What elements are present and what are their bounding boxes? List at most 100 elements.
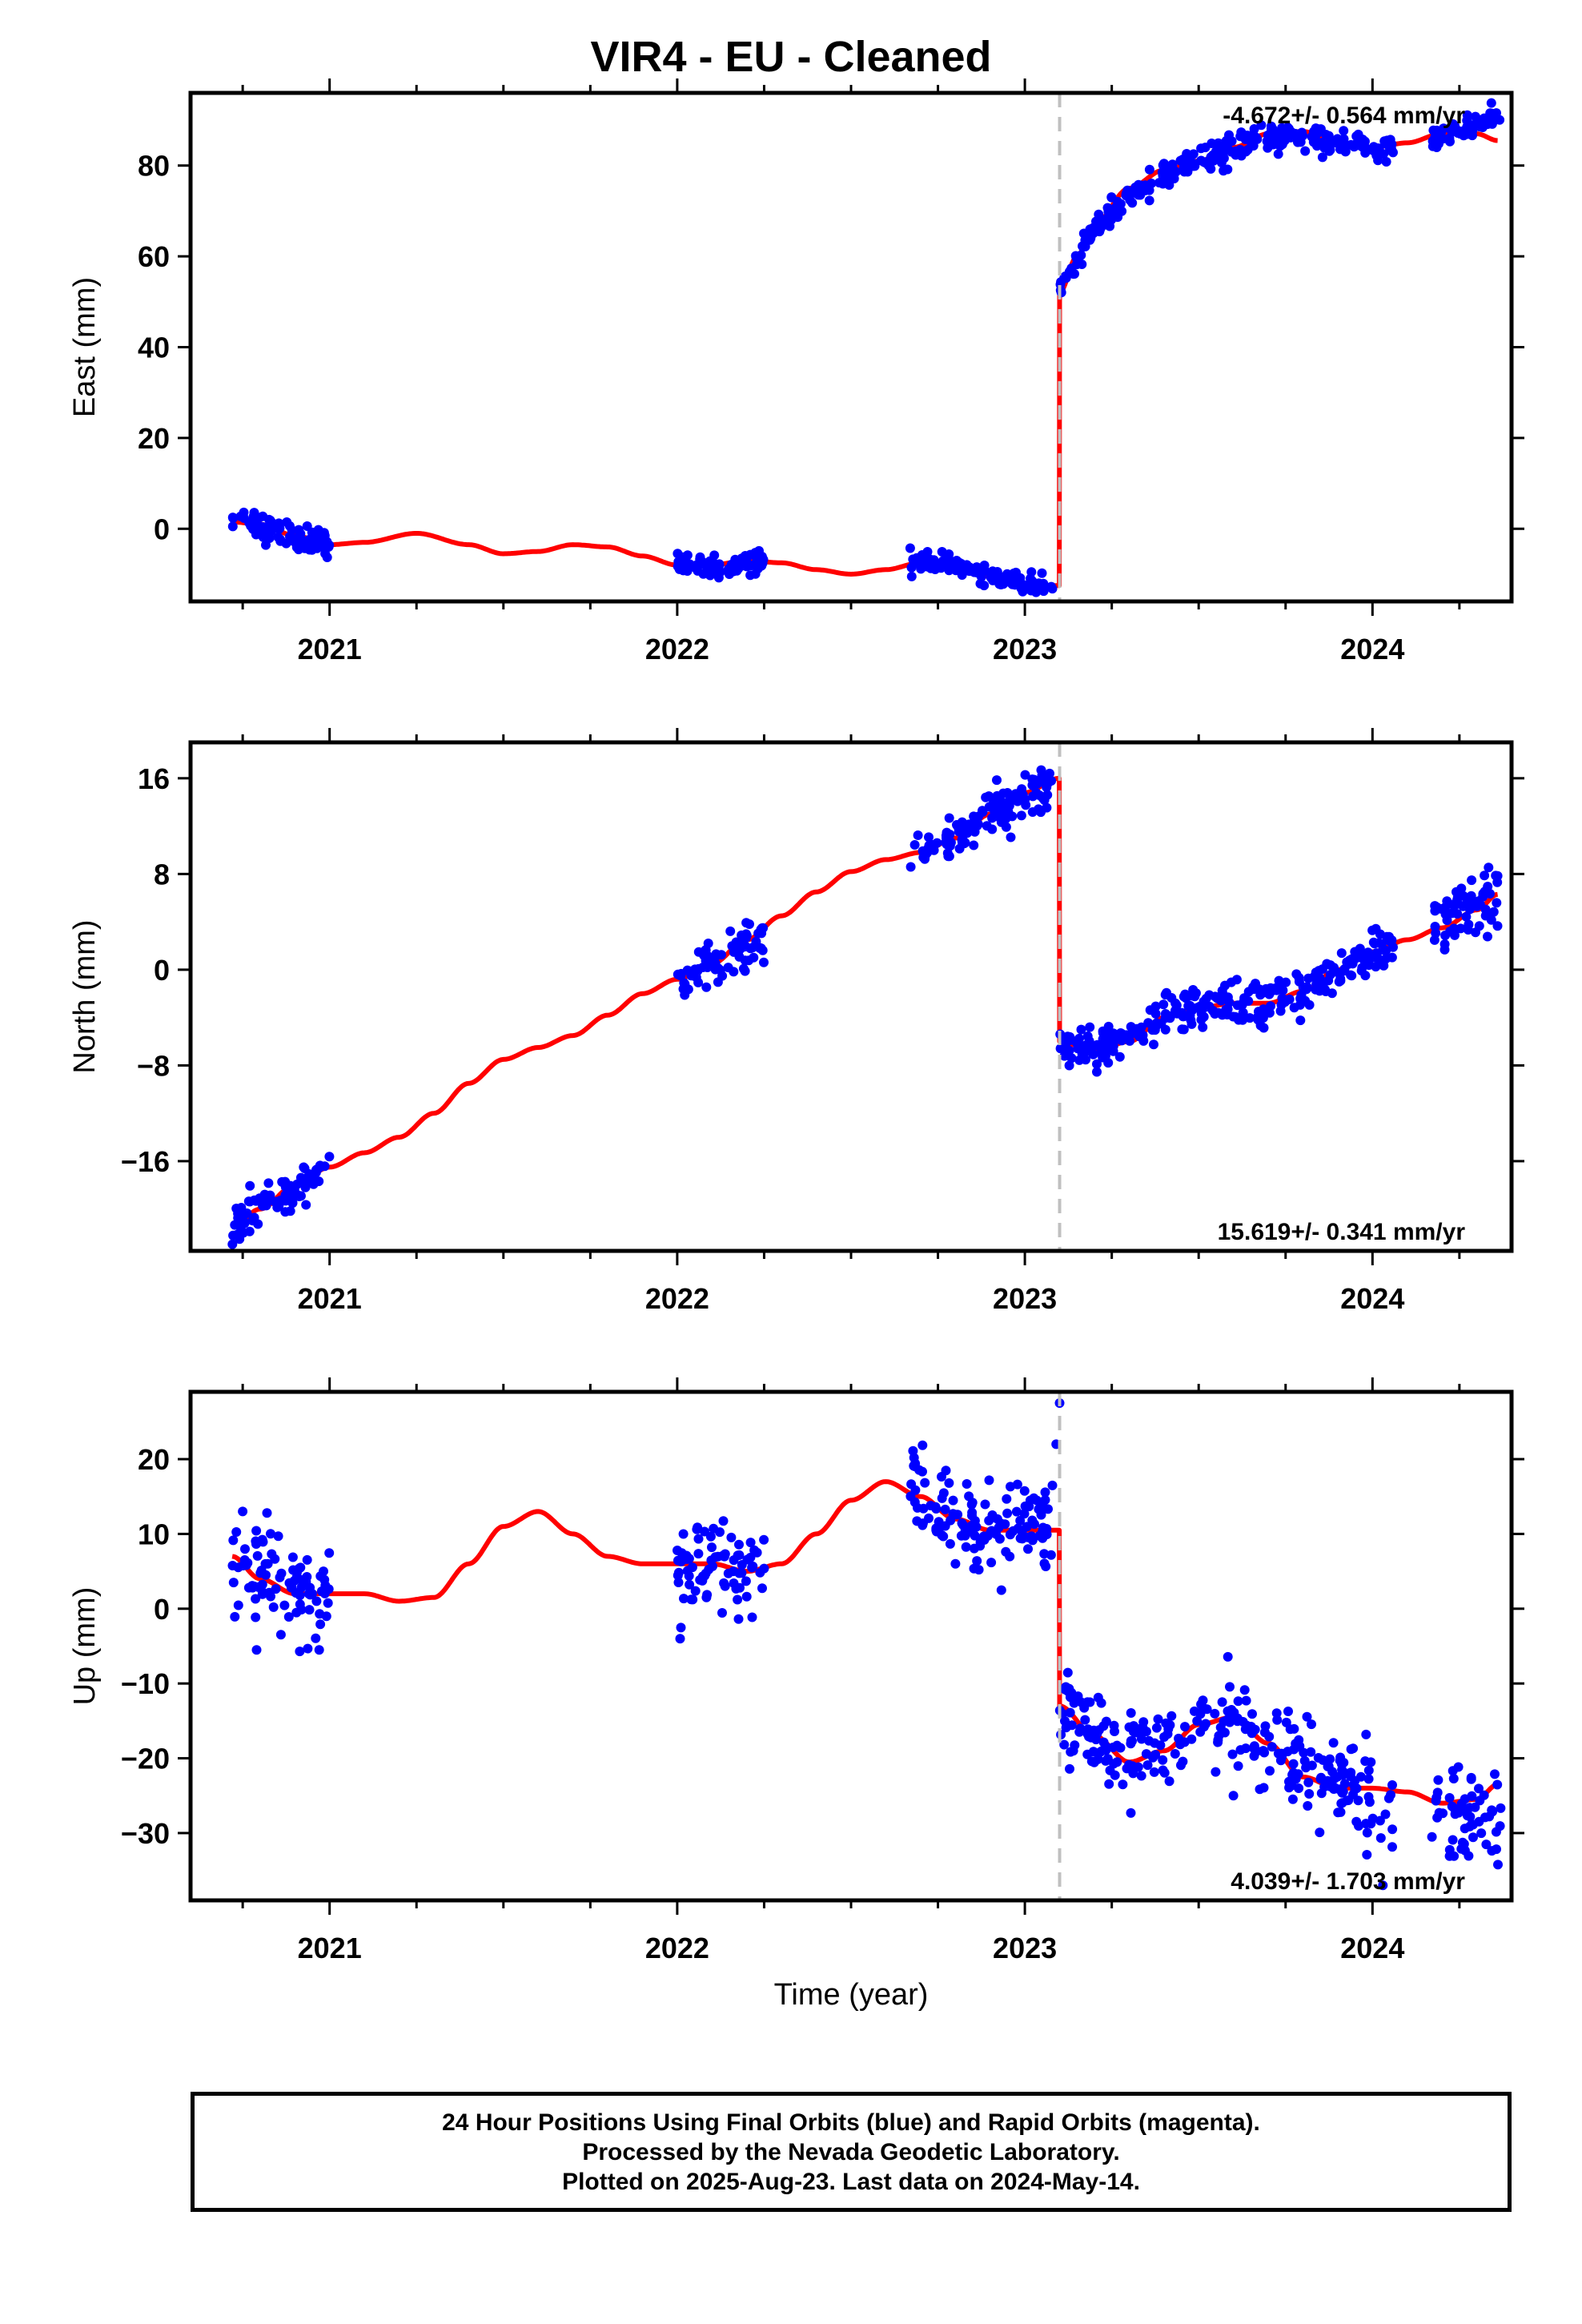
north-data-point [1114,1051,1125,1062]
up-data-point [1460,1823,1470,1834]
up-data-point [1118,1779,1128,1790]
up-data-point [1346,1744,1356,1755]
north-data-point [757,923,767,933]
north-data-point [235,1234,245,1244]
up-data-point [1255,1784,1265,1795]
up-data-point [1001,1546,1011,1557]
north-data-point [745,943,756,954]
east-fit-line-layer [231,129,1499,589]
up-data-point [1158,1755,1168,1765]
north-data-point [969,840,979,850]
up-data-point [1085,1697,1095,1707]
north-data-point [1208,1007,1219,1016]
up-data-point [1180,1722,1190,1732]
north-data-point [1281,977,1291,987]
up-data-point [1136,1771,1146,1781]
up-data-point [1313,1753,1323,1763]
up-data-point [717,1608,727,1618]
north-data-point [1156,1019,1166,1029]
up-data-point [1490,1769,1500,1779]
north-data-point [962,828,973,838]
up-data-point [1267,1742,1277,1752]
up-data-point [684,1570,694,1581]
up-data-point [1065,1763,1074,1774]
east-data-point [1227,147,1236,157]
up-data-point [1211,1767,1221,1777]
east-rate-label: -4.672+/- 0.564 mm/yr [1223,103,1465,129]
north-data-point [1483,882,1493,891]
up-data-point [1375,1833,1386,1844]
up-data-point [1449,1851,1460,1861]
up-data-point [1496,1803,1506,1813]
north-data-point [1178,1024,1189,1035]
north-data-point [1381,954,1391,964]
up-data-point [741,1591,752,1602]
north-data-point [1239,997,1249,1007]
east-data-point [261,540,271,550]
north-data-point [1315,972,1325,983]
east-data-point [741,561,752,572]
up-data-point [1453,1807,1464,1818]
up-data-point [311,1596,322,1606]
up-data-point [986,1558,997,1568]
up-xtick-label: 2022 [645,1932,709,1964]
east-data-point [1196,155,1207,166]
east-data-point [313,525,323,535]
north-data-point [1013,796,1022,806]
up-data-point [266,1529,275,1539]
up-data-point [1005,1530,1015,1540]
up-plot-frame [188,1389,1514,1903]
north-data-point [953,822,963,832]
up-data-point [975,1537,986,1547]
east-data-point [970,567,979,577]
up-data-point [1246,1722,1256,1731]
north-data-point [1303,973,1314,983]
north-data-point [1251,979,1260,989]
north-data-point [245,1196,255,1207]
north-data-point [1210,991,1220,1002]
up-data-point [1378,1880,1388,1891]
up-data-point [912,1516,922,1526]
up-data-point [757,1583,767,1594]
north-data-point [1461,898,1472,908]
north-data-point [1027,807,1038,817]
up-xlabel: Time (year) [774,1978,929,2012]
north-data-point [1442,896,1452,907]
north-data-point [913,830,923,840]
east-data-point [1077,259,1087,269]
north-data-point [1190,991,1200,1002]
up-data-point [1166,1711,1177,1721]
up-data-point [1291,1774,1301,1784]
east-data-point [1037,568,1047,578]
east-data-point [1088,228,1098,239]
east-data-point [1349,142,1359,152]
up-data-point [1115,1743,1126,1753]
north-data-point [954,843,965,854]
north-data-point [992,775,1002,786]
up-data-point [747,1612,757,1622]
up-ytick-label: −10 [121,1667,170,1700]
up-data-point [734,1568,745,1578]
east-data-point [1273,149,1283,159]
up-data-point [1151,1723,1162,1733]
north-data-point [1064,1060,1074,1071]
up-data-point [252,1550,263,1561]
up-data-point [228,1535,239,1546]
up-data-point [679,1594,689,1604]
east-ytick-label: 40 [138,332,170,364]
up-data-point [1303,1777,1314,1787]
up-data-point [708,1561,717,1571]
up-data-point [1015,1515,1026,1526]
up-data-point [1315,1827,1325,1838]
east-data-point [1445,136,1455,147]
up-data-point [1012,1479,1022,1490]
up-data-point [1481,1839,1492,1850]
east-data-point [1277,123,1287,133]
up-data-point [1366,1757,1376,1767]
north-data-point [941,830,951,841]
north-data-point [311,1164,321,1175]
up-data-point [914,1465,925,1475]
north-data-point [1473,896,1484,907]
up-data-point [948,1509,958,1519]
up-data-point [287,1552,298,1562]
